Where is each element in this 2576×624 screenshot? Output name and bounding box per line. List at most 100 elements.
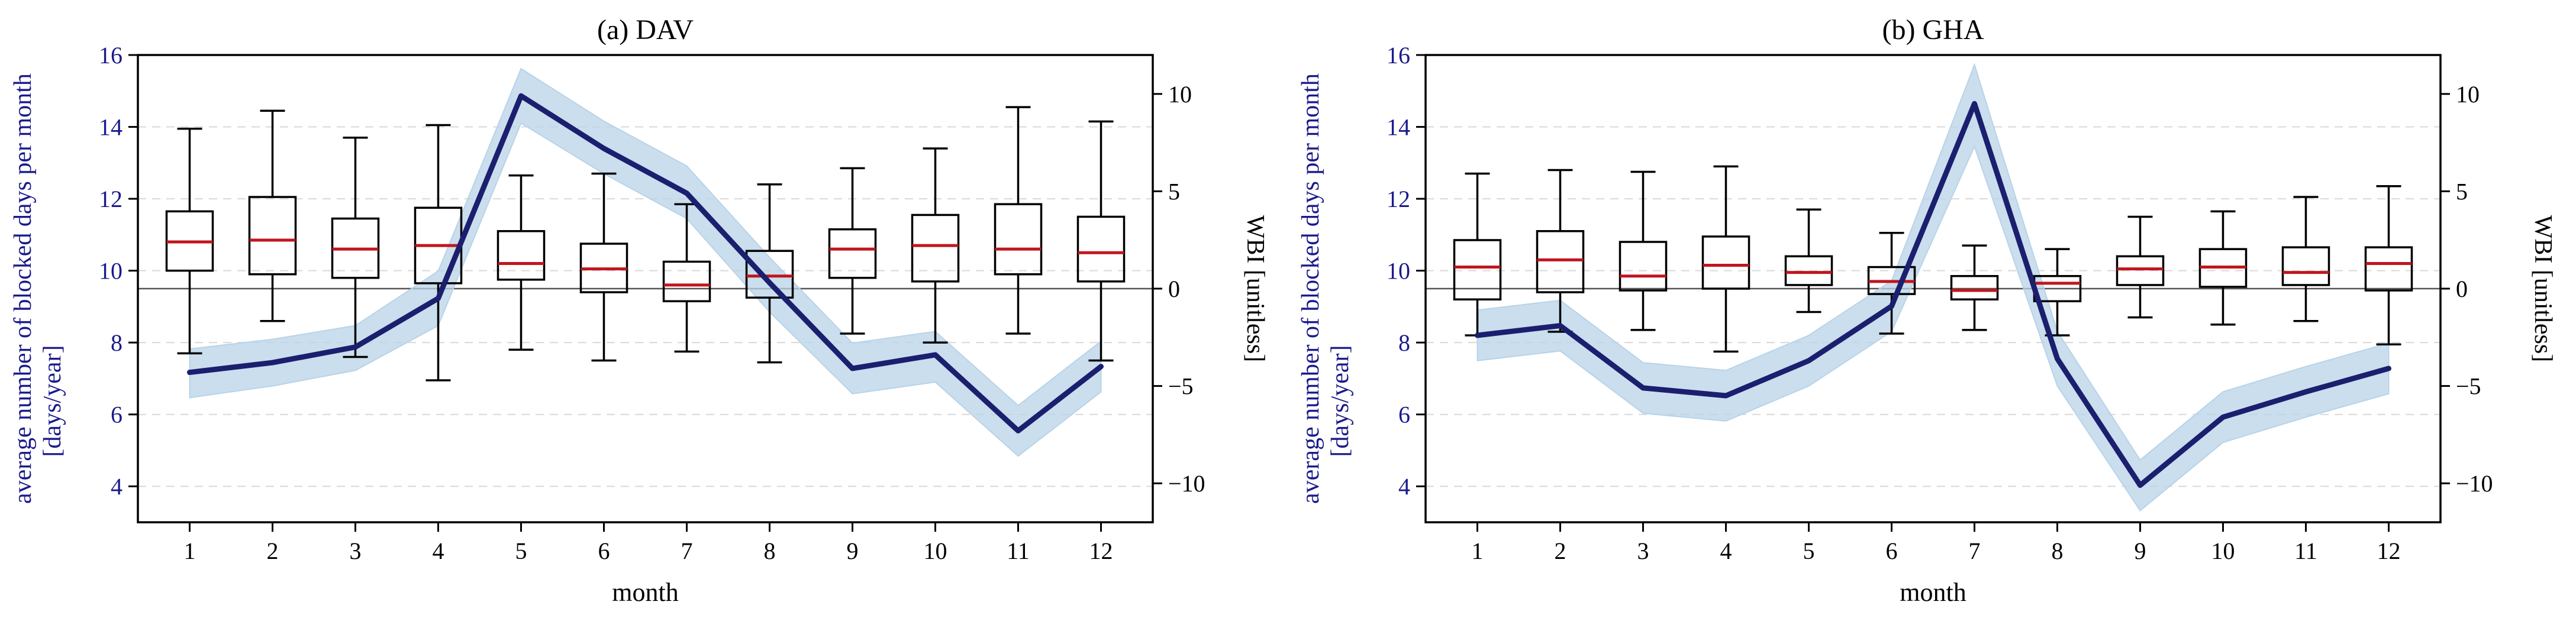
y-axis-label-right: WBI [unitless] xyxy=(2529,215,2556,362)
boxplot-month-3 xyxy=(1619,170,1668,331)
left-axis: 4 6 8 10 12 14 16 xyxy=(99,42,138,500)
x-tick-label: 5 xyxy=(515,538,527,564)
right-tick-label: 5 xyxy=(2456,178,2468,205)
box-iqr xyxy=(662,260,711,303)
right-tick-label: 5 xyxy=(1168,178,1180,205)
x-tick-label: 4 xyxy=(433,538,444,564)
box-iqr xyxy=(248,196,297,276)
y-axis-label-left-line2: [days/year] xyxy=(1327,345,1354,457)
box-iqr xyxy=(745,250,794,299)
boxplot-month-7 xyxy=(662,203,711,353)
y-axis-label-right-text: WBI [unitless] xyxy=(1242,215,1269,362)
x-tick-label: 10 xyxy=(2211,538,2235,564)
x-tick-label: 9 xyxy=(2135,538,2146,564)
box-iqr xyxy=(828,228,877,279)
chart-panel-dav: 4 6 8 10 12 14 16 −10 −5 0 5 10 1 2 3 4 5 6 7 8 9 10 11 12 (a) D… xyxy=(9,14,1269,607)
box-iqr xyxy=(2281,246,2330,286)
boxplot-month-10 xyxy=(2198,210,2248,326)
wbi-line xyxy=(1475,101,2391,488)
right-axis: −10 −5 0 5 10 xyxy=(1153,81,1205,497)
boxplot-month-1 xyxy=(1453,172,1502,337)
left-tick-label: 16 xyxy=(99,42,122,69)
x-tick-label: 3 xyxy=(1637,538,1649,564)
boxplot-month-10 xyxy=(911,147,960,344)
x-tick-label: 12 xyxy=(2377,538,2401,564)
chart-panel-gha: 4 6 8 10 12 14 16 −10 −5 0 5 10 1 2 3 4 5 6 7 8 9 10 11 12 (b) G… xyxy=(1288,0,2576,624)
chart-title: (b) GHA xyxy=(1882,14,1984,46)
x-axis: 1 2 3 4 5 6 7 8 9 10 11 12 xyxy=(1472,522,2401,564)
x-tick-label: 2 xyxy=(267,538,279,564)
x-tick-label: 8 xyxy=(764,538,776,564)
box-iqr xyxy=(1784,255,1833,286)
x-tick-label: 6 xyxy=(1886,538,1898,564)
left-tick-label: 14 xyxy=(1387,114,1410,141)
x-tick-label: 3 xyxy=(350,538,362,564)
x-tick-label: 8 xyxy=(2052,538,2064,564)
box-iqr xyxy=(911,214,960,283)
right-tick-label: 10 xyxy=(2456,81,2480,108)
boxplot-month-7 xyxy=(1950,244,1999,331)
x-tick-label: 7 xyxy=(1969,538,1981,564)
left-tick-label: 4 xyxy=(1398,473,1410,500)
left-tick-label: 12 xyxy=(99,186,122,212)
right-tick-label: −10 xyxy=(1168,470,1205,497)
x-tick-label: 1 xyxy=(184,538,196,564)
boxplot-month-8 xyxy=(745,183,794,364)
boxplot-month-12 xyxy=(2364,185,2413,345)
right-axis: −10 −5 0 5 10 xyxy=(2440,81,2493,497)
y-axis-label-left-line2: [days/year] xyxy=(39,345,66,457)
boxplot-month-12 xyxy=(1076,120,1126,362)
boxplot-month-3 xyxy=(331,137,380,358)
left-tick-label: 6 xyxy=(1398,402,1410,428)
boxplot-month-6 xyxy=(579,172,628,362)
left-tick-label: 4 xyxy=(111,473,122,500)
left-tick-label: 10 xyxy=(1387,258,1410,284)
box-iqr xyxy=(2364,246,2413,292)
x-tick-label: 9 xyxy=(847,538,859,564)
chart-title: (a) DAV xyxy=(597,14,694,46)
boxplot-month-6 xyxy=(1867,232,1916,335)
left-tick-label: 14 xyxy=(99,114,122,141)
x-tick-label: 4 xyxy=(1720,538,1732,564)
right-tick-label: −10 xyxy=(2456,470,2493,497)
right-tick-label: −5 xyxy=(2456,373,2481,400)
box-iqr xyxy=(1701,235,1750,290)
x-tick-label: 1 xyxy=(1472,538,1484,564)
x-tick-label: 12 xyxy=(1089,538,1113,564)
right-tick-label: 0 xyxy=(2456,276,2468,302)
left-tick-label: 10 xyxy=(99,258,122,284)
y-axis-label-right-text: WBI [unitless] xyxy=(2529,215,2556,362)
x-tick-label: 10 xyxy=(924,538,947,564)
x-tick-label: 7 xyxy=(681,538,693,564)
box-iqr xyxy=(2116,255,2165,286)
x-tick-label: 6 xyxy=(598,538,610,564)
boxplot-month-8 xyxy=(2033,248,2082,337)
y-axis-label-left-line1: average number of blocked days per month xyxy=(1297,73,1324,504)
boxplot-month-11 xyxy=(994,106,1043,335)
y-axis-label-left: average number of blocked days per month… xyxy=(1297,73,1354,504)
boxplot-month-9 xyxy=(828,167,877,335)
x-tick-label: 11 xyxy=(1007,538,1030,564)
box-iqr xyxy=(1950,274,1999,300)
box-iqr xyxy=(1536,230,1585,293)
box-iqr xyxy=(1076,215,1126,283)
boxplot-month-1 xyxy=(165,127,214,355)
wbi-line xyxy=(187,93,1104,434)
box-iqr xyxy=(496,230,546,281)
right-tick-label: −5 xyxy=(1168,373,1194,400)
box-iqr xyxy=(994,203,1043,276)
left-tick-label: 8 xyxy=(111,329,122,356)
left-axis: 4 6 8 10 12 14 16 xyxy=(1387,42,1426,500)
boxplot-month-4 xyxy=(1701,165,1750,353)
left-tick-label: 8 xyxy=(1398,329,1410,356)
boxplot-month-5 xyxy=(496,174,546,351)
box-iqr xyxy=(1453,239,1502,300)
left-tick-label: 6 xyxy=(111,402,122,428)
x-axis-label: month xyxy=(1900,578,1966,607)
boxplot-month-5 xyxy=(1784,208,1833,313)
x-axis: 1 2 3 4 5 6 7 8 9 10 11 12 xyxy=(184,522,1113,564)
boxplot-month-2 xyxy=(248,109,297,322)
x-tick-label: 11 xyxy=(2294,538,2317,564)
